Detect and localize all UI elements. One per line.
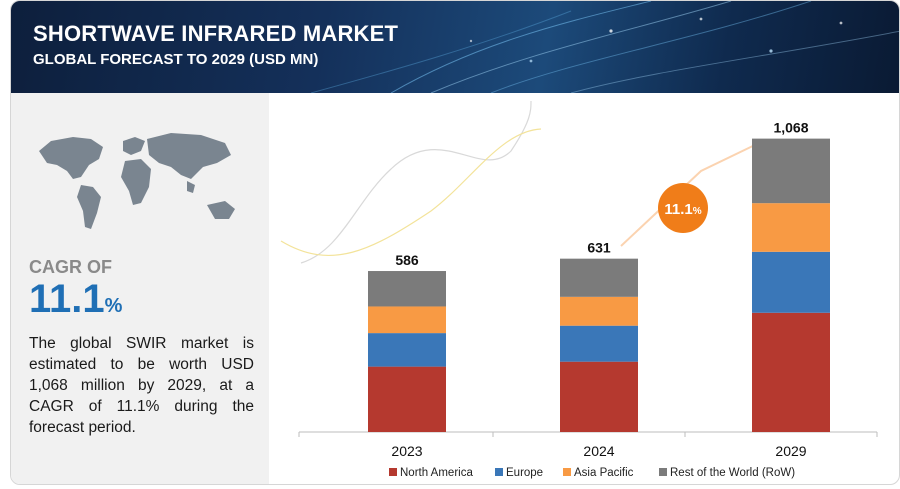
decorative-curve-yellow: [280, 128, 542, 256]
cagr-number: 11.1: [29, 277, 105, 321]
legend-label-north_america: North America: [400, 467, 473, 479]
x-tick-label-2024: 2024: [583, 443, 614, 459]
bar-segment-2029-europe: [752, 251, 830, 313]
legend-label-row: Rest of the World (RoW): [670, 467, 795, 479]
left-panel: CAGR OF 11.1% The global SWIR market is …: [11, 93, 269, 484]
page-subtitle: GLOBAL FORECAST TO 2029 (USD MN): [33, 51, 319, 68]
bar-segment-2024-row: [560, 258, 638, 297]
x-tick-label-2029: 2029: [775, 443, 806, 459]
world-map-icon: [39, 133, 235, 229]
legend-swatch-europe: [495, 468, 503, 476]
bar-segment-2023-north_america: [368, 366, 446, 432]
cagr-callout-circle: [658, 183, 708, 233]
cagr-callout-unit: %: [693, 206, 702, 217]
infographic-frame: SHORTWAVE INFRARED MARKET GLOBAL FORECAS…: [10, 0, 900, 485]
bar-segment-2024-north_america: [560, 361, 638, 432]
bar-segment-2023-europe: [368, 333, 446, 367]
growth-arrow-line: [620, 142, 760, 247]
legend-label-europe: Europe: [506, 467, 543, 479]
bar-segment-2029-north_america: [752, 312, 830, 432]
total-labels: 586 631 1,068: [395, 120, 808, 268]
decorative-curve-gray: [300, 100, 532, 264]
bar-segment-2023-asia_pacific: [368, 306, 446, 334]
header-background-graphic: [310, 1, 899, 93]
total-label-2024: 631: [587, 240, 611, 256]
page-title: SHORTWAVE INFRARED MARKET: [33, 21, 399, 46]
cagr-value: 11.1%: [29, 277, 122, 322]
cagr-callout-text: 11.1%: [664, 201, 701, 218]
bar-segment-2024-europe: [560, 325, 638, 362]
legend-label-asia_pacific: Asia Pacific: [574, 467, 634, 479]
header-banner: SHORTWAVE INFRARED MARKET GLOBAL FORECAS…: [11, 1, 899, 93]
bar-segment-2029-asia_pacific: [752, 203, 830, 252]
cagr-callout-value: 11.1: [664, 201, 692, 218]
total-label-2023: 586: [395, 252, 419, 268]
x-tick-label-2023: 2023: [391, 443, 422, 459]
bars-group: [368, 138, 830, 432]
market-description: The global SWIR market is estimated to b…: [29, 335, 254, 436]
legend-swatch-asia_pacific: [563, 468, 571, 476]
bar-segment-2023-row: [368, 271, 446, 307]
legend-swatch-row: [659, 468, 667, 476]
bar-segment-2024-asia_pacific: [560, 296, 638, 326]
cagr-callout: 11.1%: [658, 183, 708, 233]
stacked-bar-chart: 2023 2024 2029 586 631 1,068 11.1% North Ame…: [280, 100, 878, 479]
legend: North America Europe Asia Pacific Rest of t…: [389, 467, 795, 479]
cagr-label: CAGR OF: [29, 257, 112, 277]
cagr-unit: %: [104, 295, 123, 317]
bar-segment-2029-row: [752, 138, 830, 204]
legend-swatch-north_america: [389, 468, 397, 476]
x-tick-labels: 2023 2024 2029: [391, 443, 806, 459]
total-label-2029: 1,068: [773, 120, 808, 136]
